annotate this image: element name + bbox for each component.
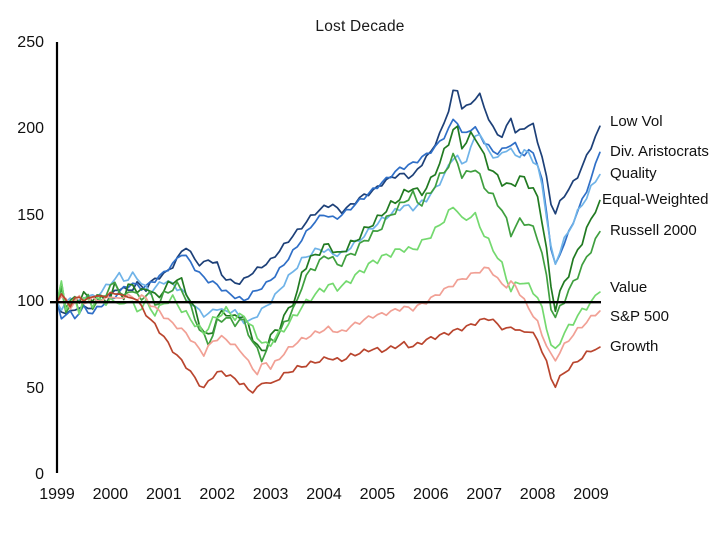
series-line-div-aristocrats	[56, 118, 601, 320]
series-label-quality: Quality	[610, 165, 657, 183]
x-tick-label: 2001	[146, 486, 182, 503]
x-tick-label: 2008	[519, 486, 556, 503]
series-line-growth	[56, 291, 601, 394]
x-tick-label: 1999	[39, 486, 75, 503]
x-tick-label: 2003	[252, 486, 289, 503]
series-label-value: Value	[610, 278, 648, 296]
x-tick-label: 2006	[413, 486, 449, 503]
series-line-russell-2000	[56, 152, 601, 363]
series-label-sp-500: S&P 500	[610, 307, 669, 325]
y-tick-label: 0	[35, 466, 44, 483]
y-tick-label: 200	[17, 120, 44, 138]
x-tick-label: 2004	[306, 486, 342, 503]
x-tick-label: 2007	[466, 486, 502, 503]
series-label-low-vol: Low Vol	[610, 112, 663, 130]
y-tick-label: 100	[17, 293, 44, 311]
x-tick-label: 2009	[573, 486, 609, 503]
series-line-s-p-500	[56, 266, 601, 376]
x-tick-label: 2002	[199, 486, 235, 503]
series-label-div-aristocrats: Div. Aristocrats	[610, 142, 709, 160]
series-line-equal-weighted	[56, 125, 601, 352]
y-tick-label: 250	[17, 34, 44, 51]
series-line-quality	[56, 133, 601, 325]
x-tick-label: 2005	[359, 486, 396, 503]
series-label-russell-2000: Russell 2000	[610, 222, 697, 240]
x-tick-label: 2000	[92, 486, 129, 503]
chart-title: Lost Decade	[315, 18, 405, 35]
y-tick-label: 50	[26, 379, 44, 397]
series-label-equal-weighted: Equal-Weighted	[602, 191, 709, 209]
series-label-growth: Growth	[610, 338, 659, 356]
y-tick-label: 150	[17, 206, 44, 224]
